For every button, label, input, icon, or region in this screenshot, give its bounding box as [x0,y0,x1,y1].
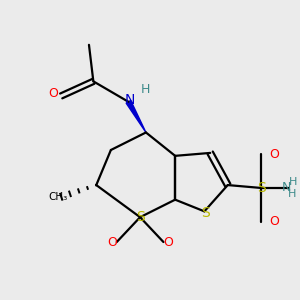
Text: O: O [107,236,117,248]
Text: O: O [163,236,173,248]
Text: N: N [281,182,291,194]
Text: O: O [48,86,58,100]
Text: O: O [270,148,279,161]
Polygon shape [126,100,146,133]
Text: H: H [141,83,150,96]
Text: CH₃: CH₃ [49,192,68,202]
Text: N: N [125,93,135,107]
Text: O: O [270,215,279,228]
Text: H: H [289,177,298,187]
Text: H: H [288,189,296,200]
Text: S: S [202,206,210,220]
Text: S: S [257,181,266,195]
Text: S: S [136,210,145,224]
